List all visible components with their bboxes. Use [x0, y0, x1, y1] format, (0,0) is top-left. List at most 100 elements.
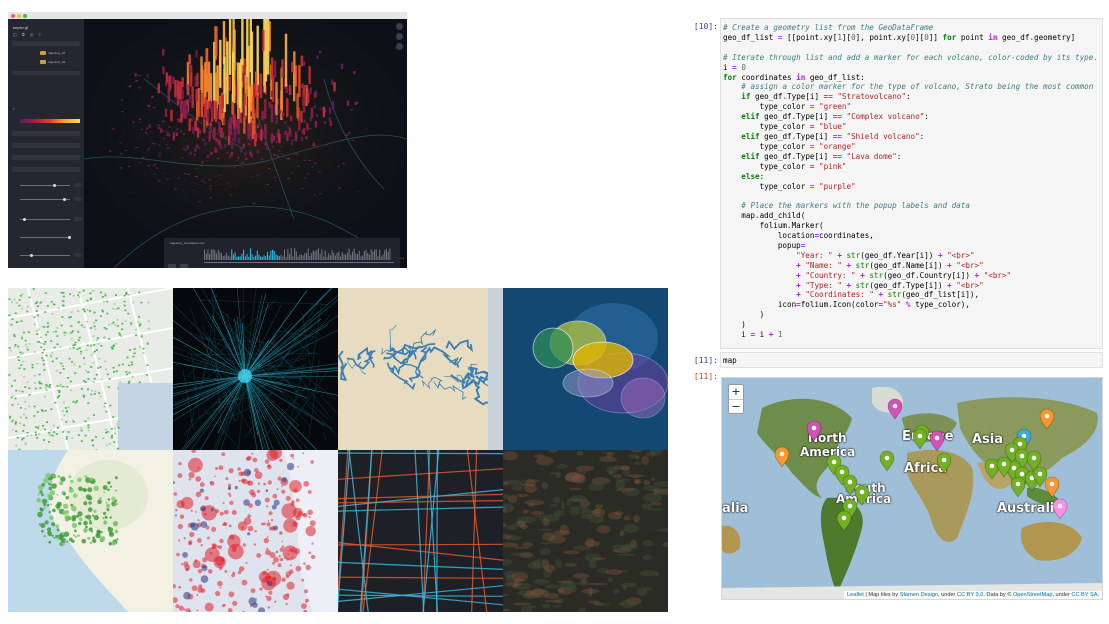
- cc-by-sa-link[interactable]: CC BY SA: [1071, 592, 1098, 598]
- code-line: folium.Marker(: [723, 221, 824, 231]
- code-line: i = 0: [723, 62, 746, 72]
- code-line: location=coordinates,: [723, 231, 874, 241]
- slider-knob[interactable]: [30, 254, 33, 257]
- code-line: + "Name: " + str(geo_df.Name[i]) + "<br>…: [796, 260, 984, 270]
- folium-map[interactable]: North America Europe Asia Africa South A…: [721, 377, 1103, 600]
- code-line: elif geo_df.Type[i] == "Shield volcano":: [741, 131, 925, 141]
- elevation-slider[interactable]: [20, 237, 70, 238]
- cell-input-prompt: [10]:: [693, 22, 718, 31]
- volcano-marker-icon[interactable]: [836, 510, 852, 532]
- cc-by-link[interactable]: CC BY 3.0: [956, 592, 984, 598]
- map-3d-toggle-icon[interactable]: [396, 33, 403, 40]
- jupyter-notebook: [10]: # Create a geometry list from the …: [688, 14, 1109, 624]
- attribution-text: . Data by ©: [983, 592, 1013, 598]
- mosaic-map-5: [8, 450, 173, 612]
- code-line: + "Coordinates: " + str(geo_df_list[i]),: [796, 290, 980, 300]
- map-label-australia-wrap: alia: [722, 501, 749, 516]
- slider-knob[interactable]: [63, 198, 66, 201]
- config-row[interactable]: [12, 167, 80, 172]
- volcano-marker-icon[interactable]: [842, 474, 858, 496]
- mosaic-map-3: [338, 288, 503, 450]
- volcano-marker-icon[interactable]: [879, 450, 895, 472]
- timeline-histogram[interactable]: [164, 238, 400, 268]
- volcano-marker-icon[interactable]: [1032, 466, 1048, 488]
- volcano-marker-icon[interactable]: [1010, 476, 1026, 498]
- code-line: type_color = "blue": [723, 122, 847, 132]
- volcano-marker-icon[interactable]: [806, 420, 822, 442]
- opacity-slider[interactable]: [20, 185, 70, 186]
- code-line: "Year: " + str(geo_df.Year[i]) + "<br>": [796, 250, 975, 260]
- config-row[interactable]: [12, 131, 80, 136]
- layer-config-row[interactable]: [12, 71, 80, 75]
- volcano-marker-icon[interactable]: [774, 446, 790, 468]
- code-line: ): [723, 320, 746, 330]
- zoom-out-button[interactable]: −: [729, 399, 743, 413]
- kepler-3d-map[interactable]: [84, 19, 407, 268]
- slider-knob[interactable]: [23, 218, 26, 221]
- code-line: elif geo_df.Type[i] == "Lava dome":: [741, 151, 902, 161]
- mosaic-map-6: [173, 450, 338, 612]
- maximize-dot-icon[interactable]: [23, 13, 27, 18]
- layer-color-chip[interactable]: [40, 51, 46, 55]
- color-ramp[interactable]: [20, 119, 80, 123]
- code-cell-source[interactable]: # Create a geometry list from the GeoDat…: [721, 19, 1102, 340]
- cell-input-prompt: [11]:: [693, 356, 718, 365]
- slider-value[interactable]: [74, 253, 82, 257]
- coverage-slider[interactable]: [20, 255, 70, 256]
- osm-link[interactable]: OpenStreetMap: [1012, 592, 1053, 598]
- slider-value[interactable]: [74, 197, 82, 201]
- mosaic-map-2: [173, 288, 338, 450]
- height-slider[interactable]: [20, 219, 70, 220]
- volcano-marker-icon[interactable]: [929, 430, 945, 452]
- config-row[interactable]: [12, 155, 80, 160]
- layer-search-row[interactable]: [12, 41, 80, 46]
- volcano-marker-icon[interactable]: [887, 398, 903, 420]
- code-line: + "Country: " + str(geo_df.Country[i]) +…: [796, 270, 1012, 280]
- code-cell-10[interactable]: # Create a geometry list from the GeoDat…: [720, 18, 1103, 349]
- slider-value[interactable]: [74, 183, 82, 187]
- map-legend-icon[interactable]: [396, 43, 403, 50]
- code-line: # Place the markers with the popup label…: [741, 201, 970, 211]
- layer-color-chip[interactable]: [40, 60, 46, 64]
- attribution-text: , under: [1052, 592, 1072, 598]
- volcano-marker-icon[interactable]: [1044, 476, 1060, 498]
- volcano-marker-icon[interactable]: [854, 484, 870, 506]
- layer-name: trajectory_01: [48, 51, 66, 55]
- mosaic-map-7: [338, 450, 503, 612]
- config-row[interactable]: [12, 143, 80, 148]
- code-line: i = i + 1: [723, 330, 783, 340]
- slider-knob[interactable]: [68, 236, 71, 239]
- map-label-america: America: [800, 445, 856, 459]
- code-line: [723, 43, 1102, 53]
- code-line: type_color = "orange": [723, 141, 856, 151]
- close-dot-icon[interactable]: [11, 13, 15, 18]
- radius-slider[interactable]: [20, 199, 70, 200]
- minimize-dot-icon[interactable]: [17, 13, 21, 18]
- code-line: type_color = "pink": [723, 161, 847, 171]
- leaflet-link[interactable]: Leaflet: [846, 592, 864, 598]
- volcano-marker-icon[interactable]: [1039, 408, 1055, 430]
- kepler-panel-tabs[interactable]: ◫ ⧉ ◎ ≡: [13, 32, 43, 37]
- slider-value[interactable]: [74, 217, 82, 221]
- slider-knob[interactable]: [53, 184, 56, 187]
- hexbin-3d-visualization: [84, 19, 407, 268]
- code-line: icon=folium.Icon(color="%s" % type_color…: [723, 300, 970, 310]
- code-line: if geo_df.Type[i] == "Stratovolcano":: [741, 92, 911, 102]
- code-line: # Create a geometry list from the GeoDat…: [723, 23, 934, 32]
- code-cell-11[interactable]: map: [720, 352, 1103, 368]
- volcano-marker-icon[interactable]: [1026, 450, 1042, 472]
- color-label: ▾: [13, 107, 15, 111]
- stamen-link[interactable]: Stamen Design: [899, 592, 938, 598]
- code-line: else:: [741, 171, 765, 181]
- volcano-marker-icon[interactable]: [996, 456, 1012, 478]
- volcano-marker-icon[interactable]: [912, 428, 928, 450]
- volcano-marker-icon[interactable]: [1052, 498, 1068, 520]
- code-line: [723, 191, 1102, 201]
- volcano-marker-icon[interactable]: [984, 458, 1000, 480]
- map-attribution: Leaflet | Map tiles by Stamen Design, un…: [843, 591, 1102, 599]
- code-cell-source[interactable]: map: [723, 356, 737, 365]
- map-layers-icon[interactable]: [396, 23, 403, 30]
- zoom-in-button[interactable]: +: [731, 385, 741, 398]
- volcano-marker-icon[interactable]: [936, 452, 952, 474]
